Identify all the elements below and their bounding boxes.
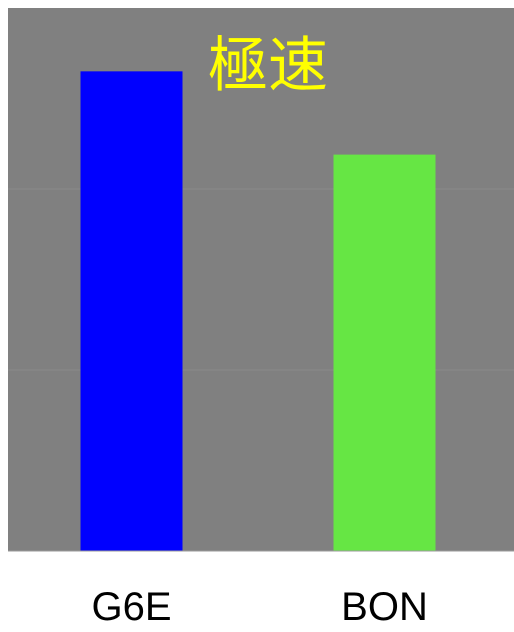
- bar-bon: [333, 154, 436, 552]
- bars: [80, 71, 436, 552]
- x-tick-labels: G6E BON: [91, 585, 427, 629]
- x-tick-label-bon: BON: [341, 585, 428, 629]
- bar-g6e: [80, 71, 183, 551]
- x-tick-label-g6e: G6E: [91, 585, 171, 629]
- chart-title: 極速: [208, 31, 328, 101]
